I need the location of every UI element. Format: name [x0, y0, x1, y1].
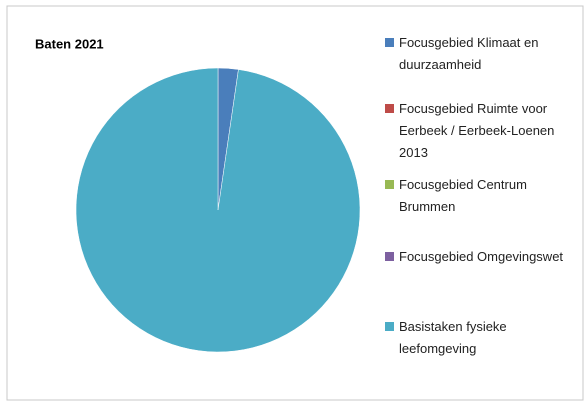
legend-item: Focusgebied Centrum Brummen: [385, 174, 565, 218]
chart-border: [6, 5, 584, 401]
legend-label: Focusgebied Centrum Brummen: [399, 177, 527, 214]
legend-swatch: [385, 104, 394, 113]
chart-title: Baten 2021: [35, 36, 104, 51]
legend-swatch: [385, 252, 394, 261]
legend-label: Focusgebied Klimaat en duurzaamheid: [399, 35, 539, 72]
legend-item: Focusgebied Omgevingswet: [385, 246, 565, 268]
legend-label: Basistaken fysieke leefomgeving: [399, 319, 507, 356]
legend-swatch: [385, 38, 394, 47]
legend-swatch: [385, 322, 394, 331]
legend-item: Focusgebied Klimaat en duurzaamheid: [385, 32, 565, 76]
legend-label: Focusgebied Omgevingswet: [399, 249, 564, 264]
legend-label: Focusgebied Ruimte voor Eerbeek / Eerbee…: [399, 101, 555, 160]
pie-slice: [75, 67, 361, 353]
legend-item: Focusgebied Ruimte voor Eerbeek / Eerbee…: [385, 98, 565, 164]
legend-item: Basistaken fysieke leefomgeving: [385, 316, 565, 360]
legend-swatch: [385, 180, 394, 189]
